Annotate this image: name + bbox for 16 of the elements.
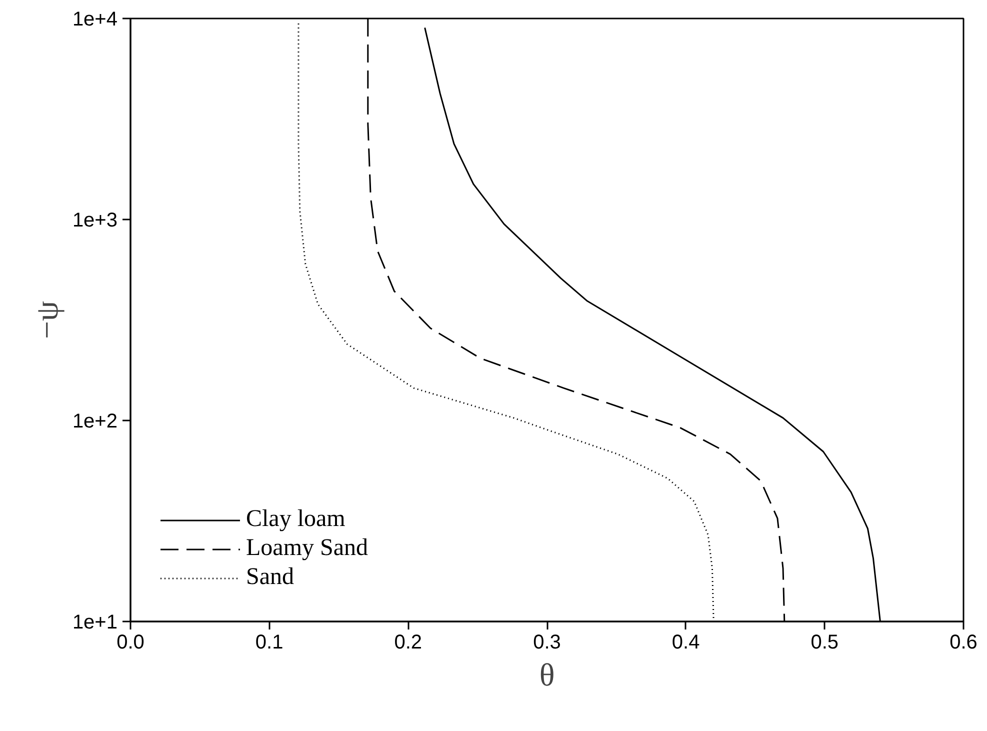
x-axis-title: θ [539, 656, 555, 692]
y-tick-label: 1e+2 [72, 410, 118, 432]
x-tick-label: 0.0 [116, 632, 144, 654]
legend-label: Sand [246, 564, 294, 591]
x-tick-label: 0.2 [394, 632, 422, 654]
x-tick-label: 0.1 [255, 632, 284, 654]
x-tick-label: 0.6 [950, 632, 978, 654]
x-tick-label: 0.4 [672, 632, 700, 654]
x-tick-label: 0.5 [810, 632, 839, 654]
y-axis-title: −ψ [28, 300, 64, 340]
y-tick-label: 1e+1 [72, 612, 118, 634]
legend-label: Clay loam [246, 506, 346, 533]
y-tick-label: 1e+4 [72, 8, 118, 30]
legend-label: Loamy Sand [246, 535, 368, 562]
y-tick-label: 1e+3 [72, 210, 118, 232]
x-tick-label: 0.3 [533, 632, 561, 654]
